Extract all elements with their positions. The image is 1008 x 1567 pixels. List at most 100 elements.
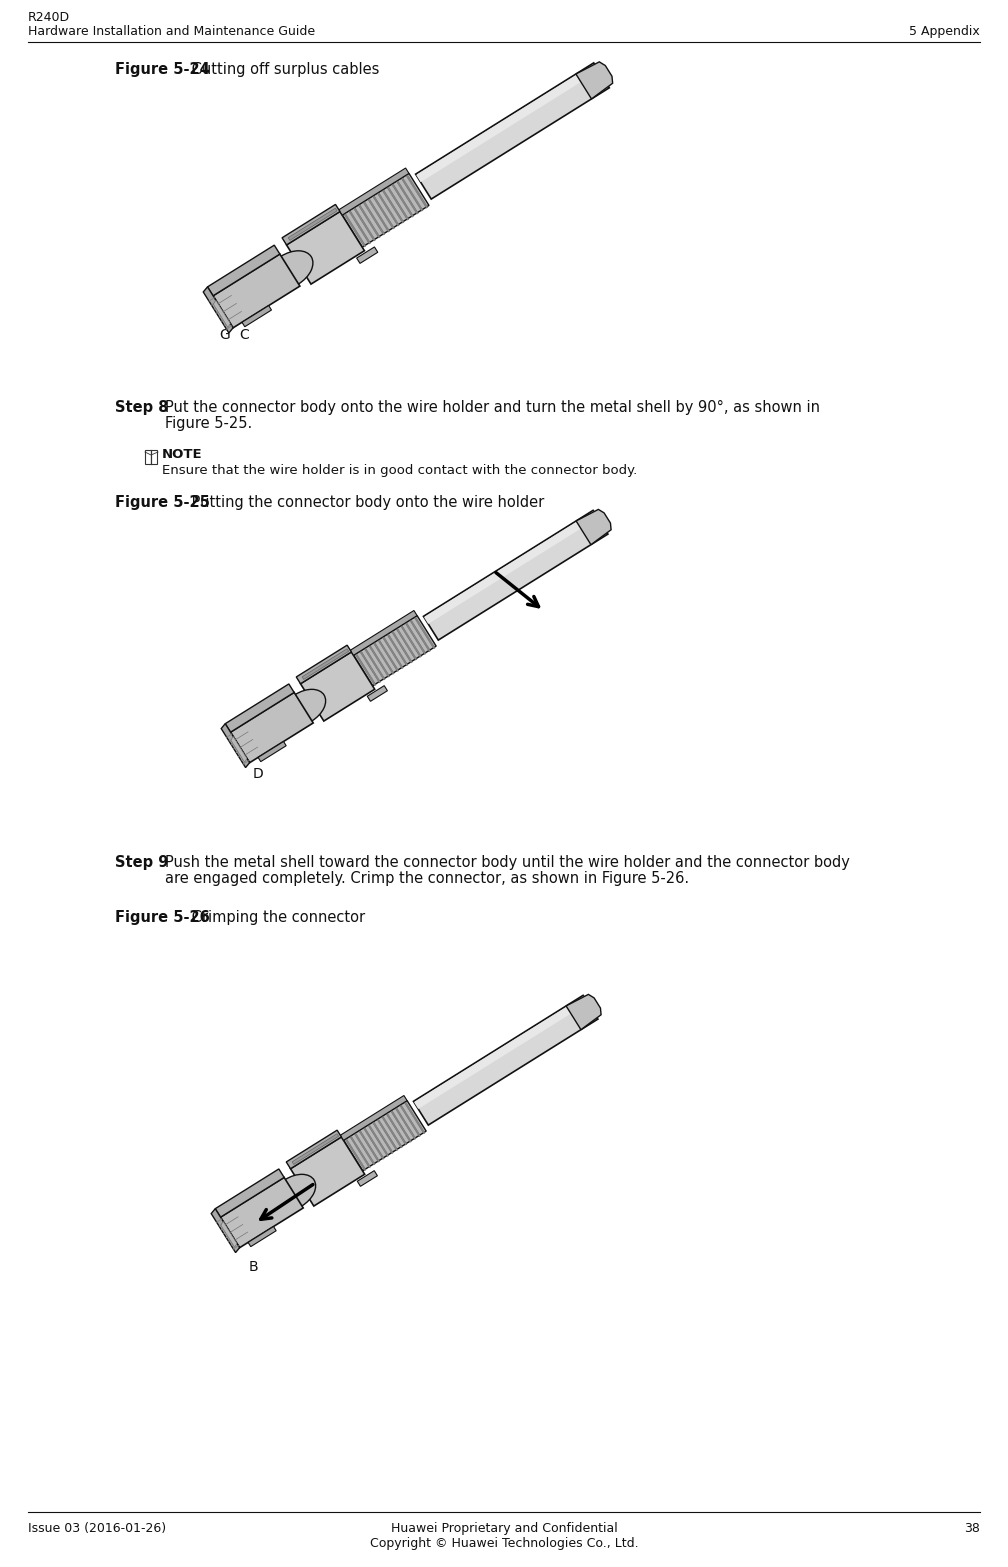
Polygon shape [348,210,371,244]
Polygon shape [292,1135,339,1164]
Text: C: C [240,328,249,342]
Polygon shape [341,1095,407,1141]
Polygon shape [367,686,387,702]
Polygon shape [377,638,399,672]
Polygon shape [381,1116,402,1149]
Polygon shape [286,212,365,284]
Polygon shape [394,1106,416,1139]
Polygon shape [414,997,588,1109]
Polygon shape [385,1113,407,1145]
Text: Step 8: Step 8 [115,400,168,415]
Polygon shape [362,201,385,235]
Bar [145,450,151,464]
Polygon shape [258,741,286,762]
Text: Hardware Installation and Maintenance Guide: Hardware Installation and Maintenance Gu… [28,25,316,38]
Polygon shape [413,616,435,649]
Text: Ensure that the wire holder is in good contact with the connector body.: Ensure that the wire holder is in good c… [162,464,637,476]
Polygon shape [353,207,375,241]
Text: 38: 38 [964,1522,980,1536]
Polygon shape [364,647,385,680]
Polygon shape [405,174,427,208]
Text: Figure 5-25: Figure 5-25 [115,495,210,509]
Text: Push the metal shell toward the connector body until the wire holder and the con: Push the metal shell toward the connecto… [165,856,850,870]
Polygon shape [213,254,299,328]
Polygon shape [339,168,409,215]
Text: are engaged completely. Crimp the connector, as shown in Figure 5-26.: are engaged completely. Crimp the connec… [165,871,689,885]
Polygon shape [349,1135,371,1167]
Polygon shape [400,177,423,212]
Polygon shape [282,204,340,244]
Text: NOTE: NOTE [162,448,203,461]
Polygon shape [216,1169,284,1218]
Ellipse shape [272,1174,316,1211]
Polygon shape [381,188,404,223]
Polygon shape [382,636,403,669]
Polygon shape [248,1227,276,1247]
Text: Figure 5-25.: Figure 5-25. [165,415,252,431]
Polygon shape [377,191,399,226]
Polygon shape [368,644,390,677]
Polygon shape [376,1117,398,1150]
Text: Issue 03 (2016-01-26): Issue 03 (2016-01-26) [28,1522,166,1536]
Polygon shape [357,248,378,263]
Polygon shape [221,1177,303,1247]
Polygon shape [288,208,337,240]
Polygon shape [566,995,601,1030]
Polygon shape [399,1103,420,1136]
Polygon shape [221,724,250,768]
Polygon shape [386,633,408,666]
Polygon shape [344,212,366,248]
Polygon shape [395,627,417,660]
Polygon shape [300,652,375,721]
Text: Huawei Proprietary and Confidential: Huawei Proprietary and Confidential [391,1522,617,1536]
Ellipse shape [281,689,326,726]
Text: G: G [219,328,230,342]
Polygon shape [204,287,233,332]
Polygon shape [404,622,426,655]
Polygon shape [242,306,271,328]
Text: R240D: R240D [28,11,71,24]
Polygon shape [344,1100,426,1171]
Bar [151,450,157,464]
Text: Figure 5-24: Figure 5-24 [115,63,210,77]
Polygon shape [363,1127,384,1160]
Text: Cutting off surplus cables: Cutting off surplus cables [187,63,379,77]
Polygon shape [296,646,352,683]
Polygon shape [342,174,429,248]
Text: Crimping the connector: Crimping the connector [187,910,365,925]
Text: Putting the connector body onto the wire holder: Putting the connector body onto the wire… [187,495,544,509]
Text: 5 Appendix: 5 Appendix [909,25,980,38]
Polygon shape [415,63,609,199]
Polygon shape [372,194,394,229]
Polygon shape [391,630,412,663]
Polygon shape [391,182,413,218]
Polygon shape [221,1221,237,1247]
Polygon shape [367,1124,389,1156]
Ellipse shape [267,251,312,290]
Polygon shape [576,61,613,99]
Polygon shape [423,511,608,639]
Polygon shape [373,641,394,674]
Polygon shape [413,995,598,1125]
Text: Figure 5-26: Figure 5-26 [115,910,210,925]
Polygon shape [354,616,436,686]
Text: Put the connector body onto the wire holder and turn the metal shell by 90°, as : Put the connector body onto the wire hol… [165,400,820,415]
Polygon shape [354,1131,375,1164]
Polygon shape [357,1171,377,1186]
Polygon shape [214,301,230,328]
Text: B: B [249,1260,258,1274]
Polygon shape [416,64,599,182]
Polygon shape [400,624,421,657]
Polygon shape [358,1130,380,1163]
Polygon shape [396,180,418,215]
Text: D: D [252,768,263,782]
Polygon shape [424,511,598,624]
Polygon shape [390,1109,411,1142]
Text: Step 9: Step 9 [115,856,168,870]
Polygon shape [225,683,294,732]
Polygon shape [359,650,381,683]
Polygon shape [286,1130,342,1169]
Polygon shape [351,611,417,655]
Polygon shape [208,244,280,296]
Polygon shape [367,197,390,232]
